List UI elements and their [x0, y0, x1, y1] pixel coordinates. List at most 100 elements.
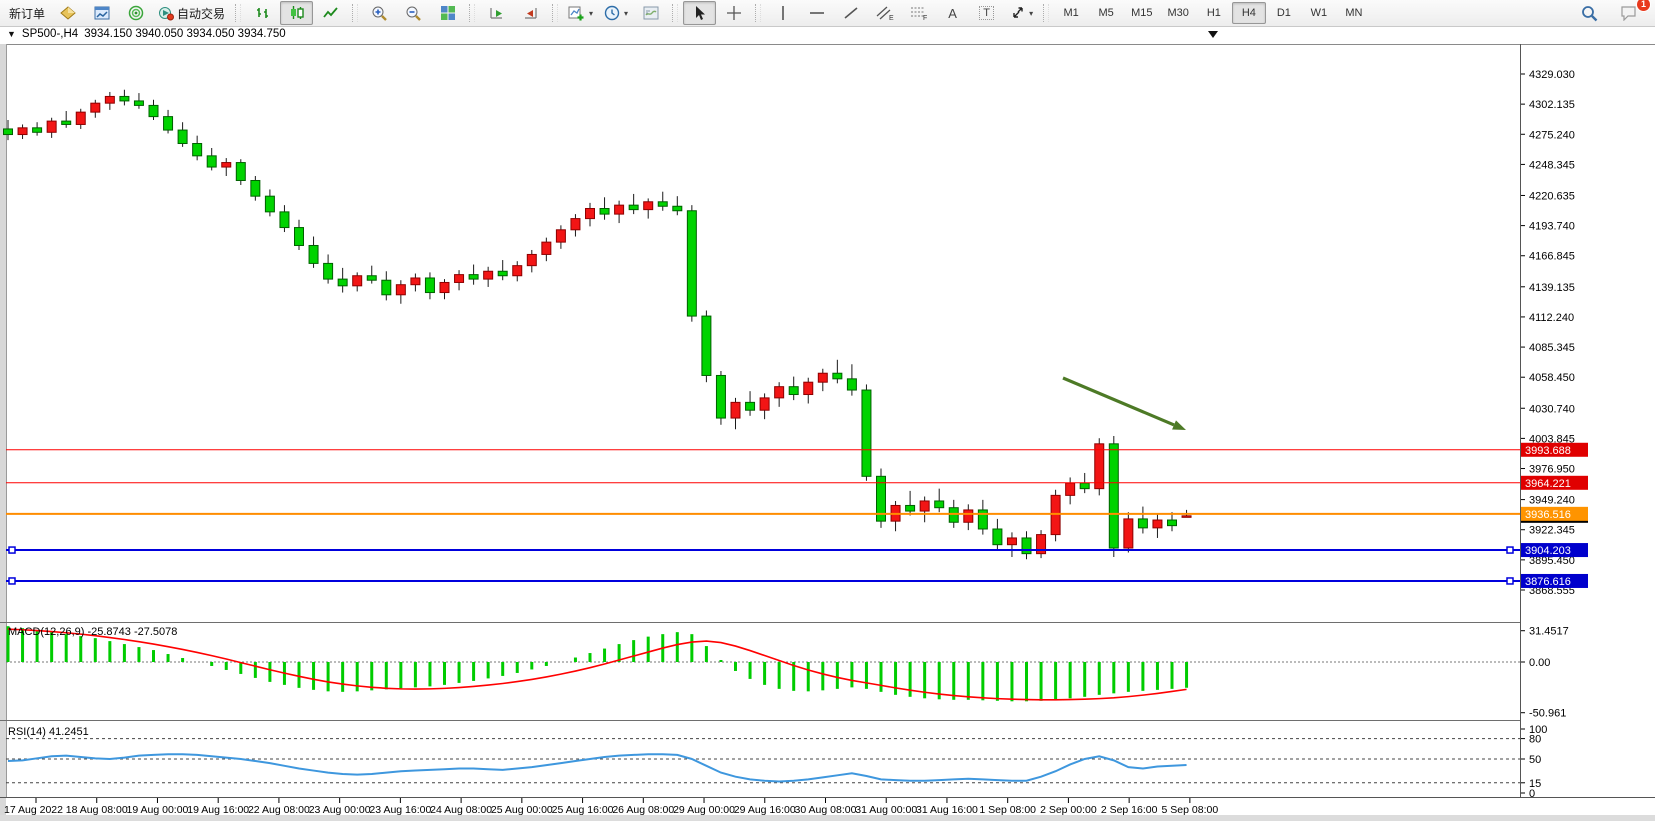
terminal-button[interactable] — [85, 1, 118, 25]
chart-title: ▼ SP500-,H4 3934.150 3940.050 3934.050 3… — [7, 28, 286, 40]
candle-body — [206, 155, 217, 168]
candle-bullish — [512, 261, 523, 282]
cursor-tool-button[interactable] — [683, 1, 717, 25]
trendline-tool-button[interactable] — [834, 1, 867, 25]
arrow-shaft — [1062, 376, 1175, 427]
algo-trading-button[interactable]: 自动交易 — [153, 1, 230, 25]
candle-bearish — [1167, 512, 1177, 532]
candle-bullish — [1065, 477, 1076, 505]
line-handle[interactable] — [1506, 577, 1514, 585]
horizontal-level-line[interactable]: 3964.221 — [6, 475, 1588, 490]
candle-body — [657, 201, 668, 207]
line-chart-button[interactable] — [314, 1, 347, 25]
candle-body — [163, 116, 174, 131]
candle-bullish — [1050, 489, 1061, 542]
bar-chart-button[interactable] — [246, 1, 279, 25]
horizontal-line-tool-button[interactable] — [800, 1, 833, 25]
level-price-badge-label: 3964.221 — [1525, 478, 1571, 490]
candle-body — [905, 504, 916, 512]
vertical-line-tool-button[interactable] — [766, 1, 799, 25]
signals-button[interactable] — [119, 1, 152, 25]
candle-bearish — [672, 196, 683, 216]
candle-body — [992, 528, 1003, 546]
candle-bullish — [817, 368, 828, 392]
signals-icon — [128, 5, 143, 21]
timeframe-w1[interactable]: W1 — [1310, 7, 1328, 19]
time-tick-label: 25 Aug 16:00 — [552, 804, 614, 816]
zoom-out-button[interactable] — [397, 1, 430, 25]
timeframe-m5[interactable]: M5 — [1098, 7, 1114, 19]
macd-axis-label: 0.00 — [1529, 657, 1550, 669]
candle-body — [948, 507, 959, 523]
candle-bearish — [992, 518, 1003, 550]
toolbar-grip — [672, 4, 679, 22]
candle-body — [1021, 537, 1032, 555]
timeframe-m15[interactable]: M15 — [1131, 7, 1153, 19]
rsi-axis-label: 100 — [1529, 724, 1547, 736]
crosshair-tool-button[interactable] — [717, 1, 750, 25]
chart-collapse-arrow[interactable]: ▼ — [7, 29, 16, 39]
candle-body — [439, 281, 450, 294]
time-tick-label: 2 Sep 16:00 — [1101, 804, 1158, 816]
level-price-badge — [1521, 573, 1588, 588]
candle-body — [483, 270, 494, 280]
candle-body — [410, 277, 421, 286]
candle-bullish — [730, 397, 741, 430]
line-handle[interactable] — [1506, 546, 1514, 554]
channel-tool-button[interactable]: E — [868, 1, 901, 25]
candlestick-chart-button[interactable] — [280, 1, 314, 25]
line-handle[interactable] — [8, 577, 16, 585]
search-button[interactable] — [1573, 1, 1606, 25]
timeframe-h1[interactable]: H1 — [1206, 7, 1221, 19]
fibonacci-tool-button[interactable]: F — [902, 1, 935, 25]
level-price-badge-label: 3876.616 — [1525, 576, 1571, 588]
candle-body — [17, 127, 28, 136]
candle-bullish — [541, 237, 552, 262]
text-label-tool-button[interactable]: T — [970, 1, 1003, 25]
auto-scroll-button[interactable] — [480, 1, 513, 25]
cursor-icon — [696, 6, 706, 20]
horizontal-level-line[interactable]: 3993.688 — [6, 442, 1588, 457]
toolbar-grip — [469, 4, 476, 22]
candle-bearish — [381, 271, 392, 301]
chart-shift-button[interactable] — [514, 1, 547, 25]
shapes-tool-button[interactable]: ▾ — [1004, 1, 1038, 25]
horizontal-level-line[interactable]: 3876.616 — [6, 573, 1588, 588]
zoom-in-button[interactable] — [363, 1, 396, 25]
candle-bearish — [279, 205, 290, 233]
price-tick-label: 4220.635 — [1529, 190, 1575, 202]
candle-body — [512, 265, 523, 277]
horizontal-level-line[interactable]: 3936.516 — [6, 506, 1588, 521]
price-tick-label: 4193.740 — [1529, 221, 1575, 233]
candle-body — [919, 500, 930, 512]
timeframe-h4[interactable]: H4 — [1231, 2, 1266, 24]
candle-bullish — [75, 108, 86, 129]
main-toolbar: 新订单 自动交易 — [0, 0, 1655, 27]
candle-bearish — [308, 236, 319, 268]
candle-body — [672, 205, 683, 212]
candle-body — [3, 128, 13, 136]
candle-bullish — [555, 225, 566, 249]
periods-button[interactable]: ▾ — [599, 1, 633, 25]
candle-body — [570, 218, 581, 231]
timeframe-d1[interactable]: D1 — [1276, 7, 1291, 19]
timeframe-mn[interactable]: MN — [1345, 7, 1363, 19]
chat-button[interactable]: 1 — [1612, 0, 1651, 25]
indicators-button[interactable]: ▾ — [563, 1, 598, 25]
timeframe-m30[interactable]: M30 — [1167, 7, 1189, 19]
line-handle[interactable] — [8, 546, 16, 554]
price-tick-label: 4112.240 — [1529, 312, 1574, 324]
trend-arrow-annotation[interactable] — [1062, 376, 1186, 430]
new-order-button[interactable]: 新订单 — [9, 6, 46, 21]
horizontal-level-line[interactable]: 3904.203 — [6, 543, 1588, 558]
tile-windows-button[interactable] — [431, 1, 464, 25]
candle-bearish — [163, 109, 174, 134]
channel-letter: E — [889, 15, 894, 21]
periods-clock-icon — [604, 5, 620, 21]
market-watch-button[interactable] — [51, 1, 84, 25]
chart-settings-button[interactable] — [634, 1, 667, 25]
time-tick-label: 25 Aug 00:00 — [491, 804, 553, 816]
price-tick-label: 4248.345 — [1529, 159, 1575, 171]
text-tool-button[interactable]: A — [936, 1, 969, 25]
timeframe-m1[interactable]: M1 — [1063, 7, 1079, 19]
